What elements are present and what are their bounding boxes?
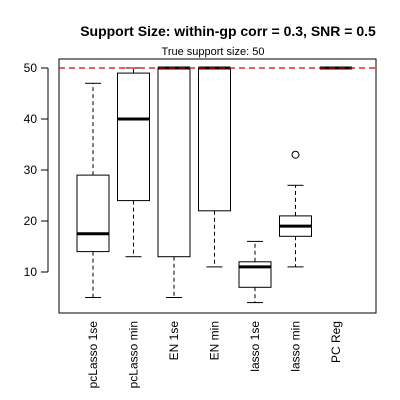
- y-tick-label: 40: [24, 112, 38, 126]
- outlier-point: [291, 150, 300, 159]
- y-tick-label: 20: [24, 214, 38, 228]
- box-6: [279, 150, 312, 268]
- chart-subtitle: True support size: 50: [162, 46, 265, 58]
- box-1: [76, 82, 110, 298]
- x-category-label: pcLasso 1se: [86, 321, 100, 389]
- x-category-label: pcLasso min: [127, 321, 141, 388]
- boxes: [76, 66, 353, 304]
- box-3: [157, 66, 191, 298]
- y-tick-label: 30: [24, 163, 38, 177]
- box-5: [238, 240, 272, 304]
- x-axis-labels: pcLasso 1se pcLasso min EN 1se EN min lasso …: [86, 321, 343, 389]
- y-tick-label: 10: [24, 265, 38, 279]
- box-body: [157, 67, 191, 258]
- x-category-label: EN 1se: [167, 321, 181, 361]
- box-2: [117, 67, 150, 258]
- box-body: [117, 72, 150, 202]
- box-body: [76, 174, 110, 253]
- plot-frame: [58, 58, 377, 314]
- box-body: [198, 67, 231, 212]
- x-category-label: lasso 1se: [248, 321, 262, 372]
- box-4: [198, 66, 231, 268]
- y-tick-label: 50: [24, 61, 38, 75]
- x-category-label: EN min: [208, 321, 222, 360]
- x-category-label: lasso min: [289, 321, 303, 372]
- y-axis: 10 20 30 40 50: [24, 61, 49, 279]
- x-category-label: PC Reg: [329, 321, 343, 363]
- chart-title: Support Size: within-gp corr = 0.3, SNR …: [80, 23, 376, 39]
